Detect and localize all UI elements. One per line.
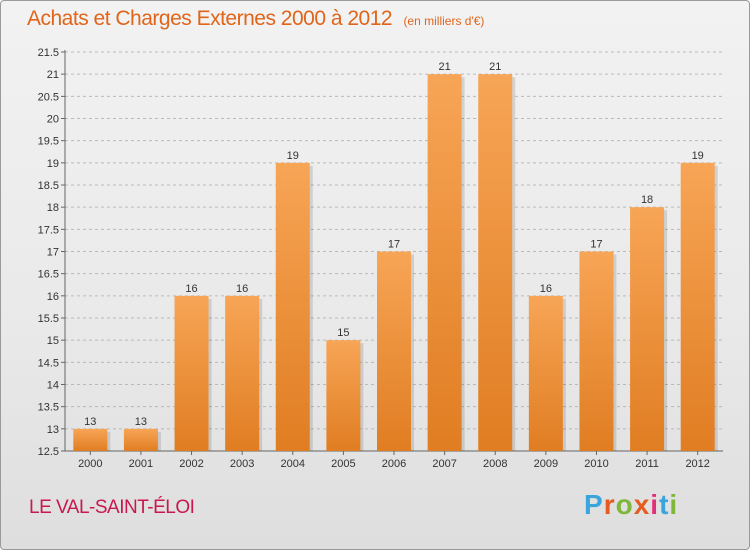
y-tick-label: 16.5 bbox=[38, 269, 59, 281]
chart-title: Achats et Charges Externes 2000 à 2012 (… bbox=[27, 7, 484, 31]
chart-title-main: Achats et Charges Externes 2000 à 2012 bbox=[27, 7, 393, 30]
bar bbox=[478, 74, 513, 452]
y-tick-label: 20 bbox=[47, 114, 59, 126]
bar-value-label: 21 bbox=[438, 61, 450, 73]
x-tick-label: 2004 bbox=[281, 458, 305, 470]
x-tick-label: 2012 bbox=[685, 458, 709, 470]
logo-letter: i bbox=[669, 489, 679, 520]
bar bbox=[275, 162, 310, 452]
y-tick-label: 17 bbox=[47, 247, 59, 259]
y-tick-label: 16 bbox=[47, 291, 59, 303]
logo-letter: x bbox=[633, 489, 651, 520]
logo-letter: t bbox=[659, 489, 670, 520]
bar-value-label: 21 bbox=[489, 61, 501, 73]
logo-letter: o bbox=[615, 489, 634, 520]
bar bbox=[630, 207, 665, 451]
logo-letter: P bbox=[584, 489, 604, 520]
proxiti-logo[interactable]: Proxiti bbox=[584, 489, 678, 521]
y-tick-label: 19 bbox=[47, 158, 59, 170]
bar bbox=[377, 251, 411, 451]
bars bbox=[73, 74, 718, 452]
x-tick-label: 2007 bbox=[432, 458, 456, 470]
y-tick-label: 12.5 bbox=[38, 446, 59, 458]
y-tick-label: 21.5 bbox=[38, 47, 59, 59]
x-tick-label: 2000 bbox=[78, 458, 102, 470]
y-tick-label: 17.5 bbox=[38, 224, 59, 236]
y-tick-label: 13.5 bbox=[38, 402, 59, 414]
y-tick-label: 15.5 bbox=[38, 313, 59, 325]
x-tick-label: 2008 bbox=[483, 458, 507, 470]
bar-value-label: 13 bbox=[84, 416, 96, 428]
x-tick-label: 2011 bbox=[635, 458, 659, 470]
x-tick-label: 2002 bbox=[179, 458, 203, 470]
x-tick-label: 2009 bbox=[534, 458, 558, 470]
bar bbox=[73, 428, 108, 451]
bar-value-label: 18 bbox=[641, 194, 653, 206]
y-tick-label: 14 bbox=[47, 380, 59, 392]
bar-value-label: 17 bbox=[590, 239, 602, 251]
bar-value-label: 16 bbox=[236, 283, 248, 295]
bar-value-label: 15 bbox=[337, 327, 349, 339]
bar bbox=[225, 295, 260, 451]
x-tick-label: 2005 bbox=[331, 458, 355, 470]
y-tick-label: 18.5 bbox=[38, 180, 59, 192]
location-name: LE VAL-SAINT-ÉLOI bbox=[29, 497, 195, 518]
x-tick-label: 2003 bbox=[230, 458, 254, 470]
y-tick-label: 14.5 bbox=[38, 357, 59, 369]
logo-letter: r bbox=[603, 489, 616, 520]
bar-value-label: 13 bbox=[135, 416, 147, 428]
bar-value-label: 19 bbox=[692, 150, 704, 162]
y-tick-label: 20.5 bbox=[38, 91, 59, 103]
bar-value-label: 16 bbox=[185, 283, 197, 295]
bar bbox=[174, 295, 209, 451]
chart-title-unit: (en milliers d'€) bbox=[403, 14, 485, 28]
logo-letter: i bbox=[650, 489, 660, 520]
y-tick-label: 13 bbox=[47, 424, 59, 436]
labels: 12.5 13 13.5 14 14.5 15 15.5 16 16.5 17 17.5 18 18.5… bbox=[38, 47, 710, 470]
bar bbox=[680, 162, 715, 452]
bar-value-label: 19 bbox=[287, 150, 299, 162]
bar bbox=[579, 251, 614, 451]
y-tick-label: 15 bbox=[47, 335, 59, 347]
bar bbox=[528, 295, 563, 451]
bar bbox=[427, 74, 462, 452]
bar bbox=[123, 428, 158, 451]
x-tick-label: 2001 bbox=[129, 458, 153, 470]
y-tick-label: 21 bbox=[47, 69, 59, 81]
x-tick-label: 2010 bbox=[584, 458, 608, 470]
bar bbox=[326, 340, 361, 451]
x-tick-label: 2006 bbox=[382, 458, 406, 470]
y-tick-label: 19.5 bbox=[38, 136, 59, 148]
bar-value-label: 16 bbox=[540, 283, 552, 295]
bar-value-label: 17 bbox=[388, 239, 400, 251]
y-tick-label: 18 bbox=[47, 202, 59, 214]
